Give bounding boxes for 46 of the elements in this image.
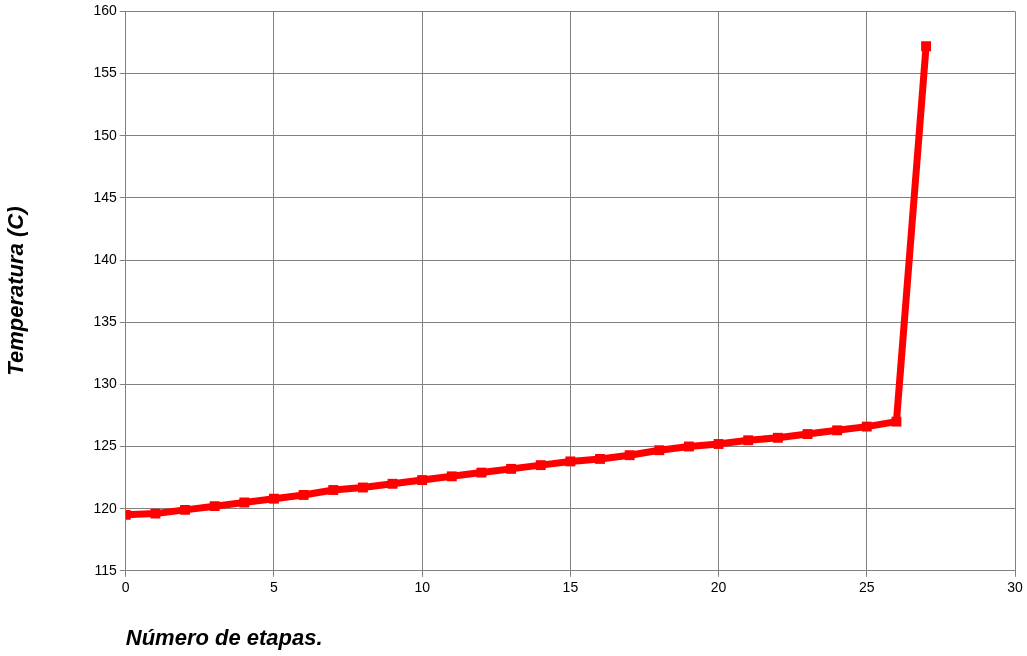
point <box>624 450 635 461</box>
y-tick-label: 140 <box>93 250 117 267</box>
point <box>535 460 546 471</box>
y-tick-label: 145 <box>93 188 117 205</box>
point <box>684 441 694 452</box>
point <box>180 504 190 515</box>
x-tick-label: 5 <box>270 579 279 596</box>
point <box>802 429 813 440</box>
point <box>861 421 872 432</box>
point <box>654 445 665 456</box>
y-tick-label: 135 <box>93 313 117 330</box>
point <box>298 490 309 500</box>
point <box>387 478 398 489</box>
point <box>269 493 279 504</box>
x-tick-label: 0 <box>121 579 130 596</box>
point <box>357 482 368 493</box>
x-tick-label: 15 <box>562 579 579 596</box>
x-tick-label: 20 <box>710 579 727 596</box>
point <box>476 467 487 478</box>
point <box>446 471 457 482</box>
y-tick-label: 160 <box>93 2 117 19</box>
y-tick-label: 125 <box>93 437 117 454</box>
point <box>921 41 932 52</box>
point <box>595 453 605 464</box>
point <box>891 416 902 427</box>
x-tick-label: 25 <box>859 579 875 596</box>
point <box>772 432 783 443</box>
x-axis-title: Número de etapas. <box>125 624 323 650</box>
point <box>150 508 161 519</box>
y-tick-label: 130 <box>93 375 117 392</box>
y-tick-label: 155 <box>93 64 117 81</box>
point <box>743 435 754 446</box>
x-tick-label: 10 <box>414 579 431 596</box>
y-tick-label: 150 <box>93 126 117 143</box>
point <box>506 463 517 474</box>
y-axis-title: Temperatura (C) <box>3 206 29 376</box>
y-tick-label: 120 <box>93 499 117 516</box>
y-tick-label: 115 <box>94 561 117 578</box>
x-tick-label: 30 <box>1007 579 1023 596</box>
point <box>209 501 220 512</box>
point <box>713 439 724 449</box>
point <box>832 425 843 436</box>
point <box>417 475 428 485</box>
point <box>565 456 576 467</box>
point <box>328 485 339 495</box>
point <box>239 497 250 508</box>
